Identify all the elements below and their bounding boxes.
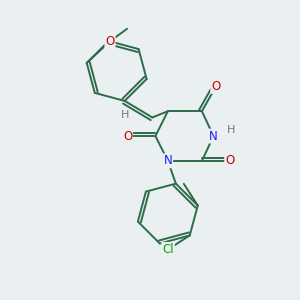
Text: O: O: [225, 154, 234, 167]
Text: O: O: [211, 80, 220, 93]
Text: O: O: [123, 130, 132, 142]
Text: H: H: [121, 110, 129, 120]
Text: N: N: [164, 154, 172, 167]
Text: O: O: [105, 35, 115, 48]
Text: Cl: Cl: [162, 243, 174, 256]
Text: H: H: [226, 125, 235, 135]
Text: N: N: [209, 130, 218, 142]
